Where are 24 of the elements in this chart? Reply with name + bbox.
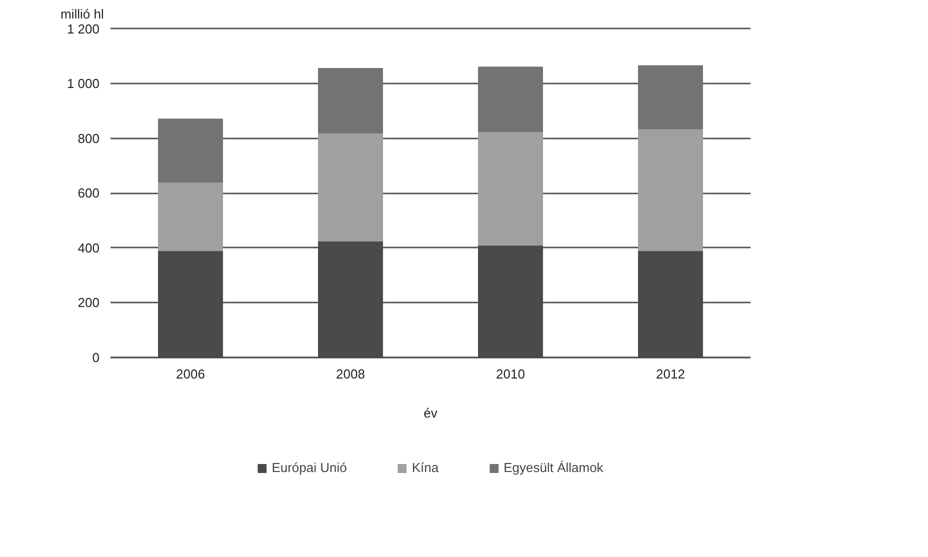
x-tick-label: 2008: [336, 366, 365, 382]
bar: [638, 65, 703, 130]
x-tick-label: 2012: [656, 366, 685, 382]
legend-label: Európai Unió: [272, 460, 347, 475]
bar: [158, 118, 223, 183]
bar: [478, 130, 543, 246]
y-tick-label: 1 200: [66, 21, 100, 36]
bar: [478, 66, 543, 132]
bar: [638, 128, 703, 252]
y-tick-label: 400: [78, 240, 100, 256]
bar: [318, 68, 383, 134]
legend-label: Kína: [412, 460, 439, 475]
legend-label: Egyesült Államok: [504, 460, 604, 475]
y-tick-label: 600: [78, 186, 100, 201]
bar: [318, 132, 383, 242]
y-tick-label: 800: [78, 130, 100, 146]
y-axis-title: millió hl: [60, 6, 104, 22]
y-tick-label: 1 000: [66, 76, 100, 92]
x-tick-label: 2006: [176, 366, 205, 382]
y-tick-label: 0: [92, 350, 100, 365]
x-tick-label: 2010: [496, 366, 525, 382]
bar: [158, 182, 223, 252]
y-tick-label: 200: [78, 295, 100, 310]
x-axis-title: év: [424, 405, 438, 420]
